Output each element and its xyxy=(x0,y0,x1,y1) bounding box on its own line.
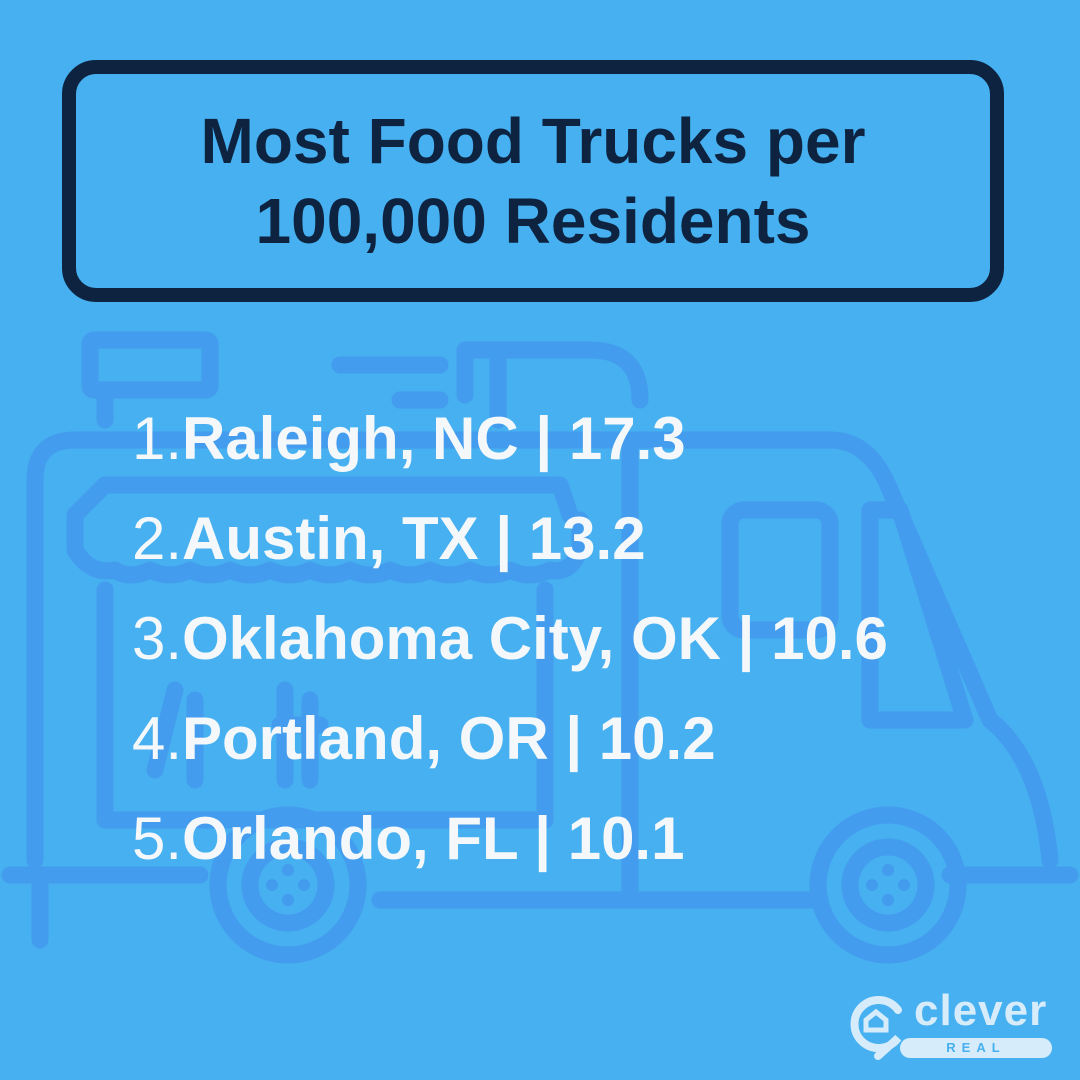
page-title: Most Food Trucks per 100,000 Residents xyxy=(201,101,866,261)
rank-number: 5. xyxy=(131,804,182,872)
title-line-1: Most Food Trucks per xyxy=(200,105,866,177)
rank-label: Portland, OR | 10.2 xyxy=(182,704,716,772)
rank-number: 4. xyxy=(131,704,182,772)
location-pin-house-icon xyxy=(850,996,902,1060)
rank-label: Raleigh, NC | 17.3 xyxy=(182,404,686,472)
rank-number: 2. xyxy=(131,504,182,572)
rank-label: Orlando, FL | 10.1 xyxy=(182,804,685,872)
logo-wordmark: clever xyxy=(914,986,1048,1035)
rankings-list: 1. Raleigh, NC | 17.3 2. Austin, TX | 13.2… xyxy=(110,388,888,888)
rank-label: Oklahoma City, OK | 10.6 xyxy=(182,604,888,672)
rank-number: 1. xyxy=(131,404,182,472)
title-line-2: 100,000 Residents xyxy=(255,185,811,257)
title-box: Most Food Trucks per 100,000 Residents xyxy=(62,60,1004,302)
list-item: 4. Portland, OR | 10.2 xyxy=(110,688,888,788)
list-item: 2. Austin, TX | 13.2 xyxy=(110,488,888,588)
list-item: 5. Orlando, FL | 10.1 xyxy=(110,788,888,888)
list-item: 1. Raleigh, NC | 17.3 xyxy=(110,388,888,488)
list-item: 3. Oklahoma City, OK | 10.6 xyxy=(110,588,888,688)
rank-number: 3. xyxy=(131,604,182,672)
rank-label: Austin, TX | 13.2 xyxy=(182,504,646,572)
logo-tagline: REAL ESTATE xyxy=(900,1038,1052,1075)
clever-logo: clever REAL ESTATE xyxy=(848,986,1058,1075)
